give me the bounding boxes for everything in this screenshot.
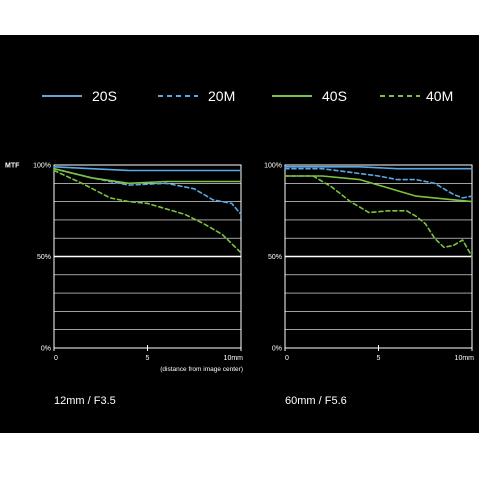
series-line-20s	[53, 166, 242, 172]
chart-panel-2: 0% 50% 100% 0 5 10mm 60mm / F5.6	[264, 163, 474, 408]
series-line-40s	[53, 167, 242, 185]
series-line-40m	[284, 175, 473, 258]
lens-spec-label: 60mm / F5.6	[285, 395, 347, 407]
legend: 20S 20M 40S 40M	[42, 88, 453, 104]
chart-panel-1: 0% 50% 100% 0 5 10mm MTF (distance from image c…	[5, 163, 243, 408]
legend-label-20s: 20S	[92, 88, 117, 104]
y-tick-label: 0%	[41, 346, 51, 353]
x-axis-note: (distance from image center)	[160, 366, 243, 373]
series-line-40s	[284, 175, 473, 203]
y-tick-label: 100%	[33, 163, 51, 170]
x-tick-label: 0	[285, 355, 289, 362]
y-tick-label: 100%	[264, 163, 282, 170]
mtf-chart-figure: 20S 20M 40S 40M 0% 50% 100% 0 5 10mm MTF (distance…	[0, 35, 479, 433]
y-tick-label: 50%	[268, 254, 282, 261]
legend-label-40s: 40S	[322, 88, 347, 104]
x-tick-label: 0	[54, 355, 58, 362]
y-tick-label: 0%	[272, 346, 282, 353]
legend-label-40m: 40M	[426, 88, 453, 104]
series-line-40m	[53, 169, 242, 254]
series-line-20m	[284, 167, 473, 199]
x-tick-label: 5	[146, 355, 150, 362]
series-line-20s	[284, 166, 473, 170]
x-tick-label: 10mm	[455, 355, 475, 362]
mtf-chart-svg: 20S 20M 40S 40M 0%50%100%0 5 10mmMTF(distance…	[5, 88, 474, 408]
lens-spec-label: 12mm / F3.5	[54, 395, 116, 407]
x-tick-label: 10mm	[224, 355, 244, 362]
y-tick-label: 50%	[37, 254, 51, 261]
legend-label-20m: 20M	[208, 88, 235, 104]
y-axis-label: MTF	[5, 163, 20, 170]
x-tick-label: 5	[377, 355, 381, 362]
